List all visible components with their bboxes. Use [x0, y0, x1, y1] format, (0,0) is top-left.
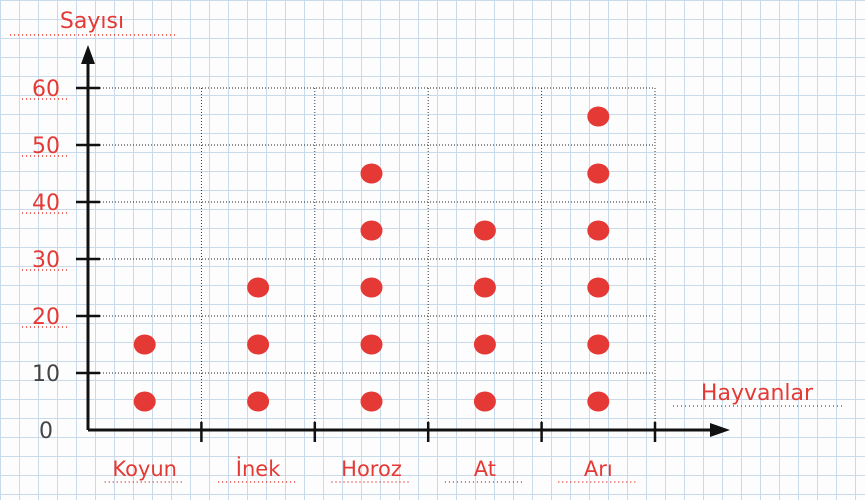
y-axis-title: Sayısı	[60, 9, 124, 34]
data-point	[360, 277, 383, 298]
x-category-label: Arı	[584, 457, 613, 481]
y-tick-label: 20	[32, 305, 60, 330]
y-tick-label: 60	[32, 77, 60, 102]
axis-ticks	[76, 86, 657, 442]
data-point	[360, 220, 383, 241]
x-category-label: Koyun	[112, 457, 177, 481]
data-point	[473, 220, 496, 241]
data-point	[473, 277, 496, 298]
x-category-label: İnek	[236, 456, 281, 481]
data-point	[587, 277, 610, 298]
y-tick-label: 50	[32, 134, 60, 159]
data-point	[133, 334, 156, 355]
data-point	[587, 106, 610, 127]
data-point	[587, 163, 610, 184]
data-point	[587, 334, 610, 355]
data-point	[587, 391, 610, 412]
x-category-label: At	[474, 457, 496, 481]
data-point	[360, 163, 383, 184]
data-point	[247, 391, 270, 412]
data-point	[587, 220, 610, 241]
data-point	[473, 391, 496, 412]
y-axis-arrow-icon	[81, 45, 95, 64]
y-tick-label: 30	[32, 248, 60, 273]
data-point	[247, 277, 270, 298]
y-axis-title-group: Sayısı	[10, 9, 175, 36]
y-tick-label: 40	[32, 191, 60, 216]
y-tick-label: 0	[39, 419, 53, 444]
x-category-labels: Koyun İnek Horoz At Arı	[104, 456, 639, 483]
data-point	[360, 334, 383, 355]
data-point	[473, 334, 496, 355]
data-points	[133, 106, 610, 412]
data-point	[360, 391, 383, 412]
chart-axes	[81, 45, 730, 437]
y-tick-labels: 0 10 20 30 40 50 60	[22, 77, 68, 444]
x-category-label: Horoz	[341, 457, 402, 481]
plot-grid	[88, 87, 656, 430]
x-axis-title: Hayvanlar	[701, 381, 814, 406]
x-axis-title-group: Hayvanlar	[673, 381, 842, 407]
data-point	[133, 391, 156, 412]
data-point	[247, 334, 270, 355]
y-tick-label: 10	[32, 362, 60, 387]
x-axis-arrow-icon	[710, 423, 730, 437]
